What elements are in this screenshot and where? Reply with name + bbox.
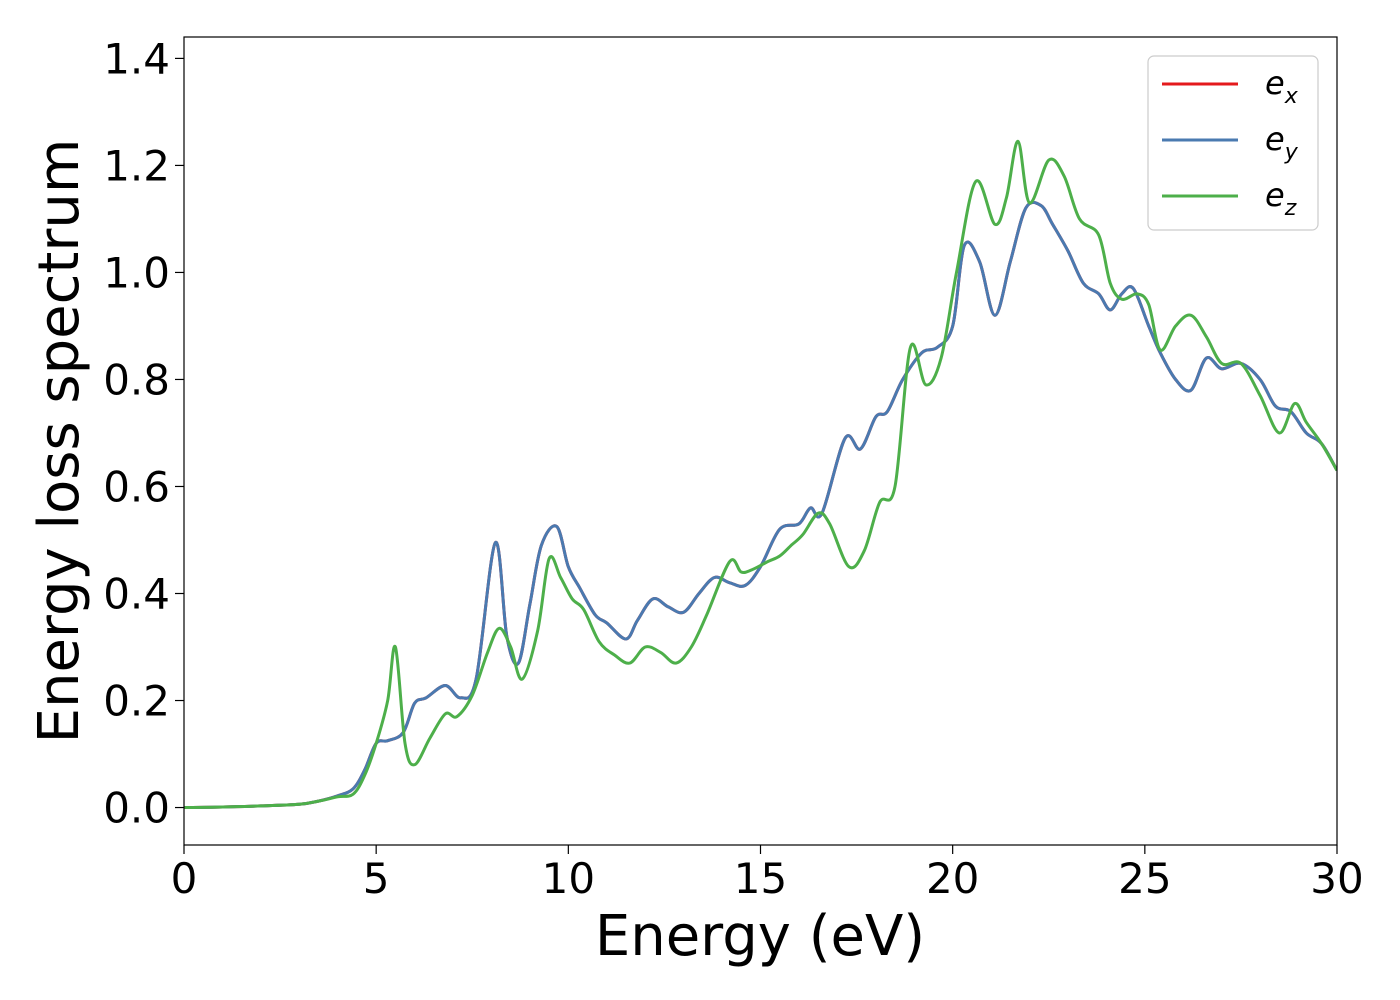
- x-axis: 0 5 10 15 20 25 30: [171, 845, 1364, 903]
- y-tick-label: 0.0: [103, 784, 170, 833]
- series-layer: [184, 139, 1337, 809]
- series-line-z: [184, 139, 1337, 809]
- x-tick-label: 20: [926, 854, 979, 903]
- x-axis-title: Energy (eV): [595, 904, 925, 969]
- y-tick-label: 0.8: [103, 355, 170, 404]
- y-tick-label: 0.6: [103, 462, 170, 511]
- legend-label-x: ex: [1265, 64, 1299, 109]
- series-line-x: [184, 200, 1337, 809]
- x-tick-label: 5: [363, 854, 390, 903]
- x-tick-label: 25: [1118, 854, 1171, 903]
- x-tick-label: 30: [1310, 854, 1363, 903]
- y-tick-label: 1.0: [103, 248, 170, 297]
- y-tick-label: 0.4: [103, 570, 170, 619]
- legend-label-y: ey: [1265, 120, 1299, 165]
- x-tick-label: 0: [171, 854, 198, 903]
- y-axis-title: Energy loss spectrum: [27, 139, 92, 744]
- y-tick-label: 1.2: [103, 141, 170, 190]
- y-axis: 0.0 0.2 0.4 0.6 0.8 1.0 1.2 1.4: [103, 34, 184, 833]
- y-tick-label: 1.4: [103, 34, 170, 83]
- x-tick-label: 10: [542, 854, 595, 903]
- y-tick-label: 0.2: [103, 677, 170, 726]
- x-tick-label: 15: [734, 854, 787, 903]
- series-line-y: [184, 200, 1337, 809]
- legend-frame: [1147, 55, 1319, 231]
